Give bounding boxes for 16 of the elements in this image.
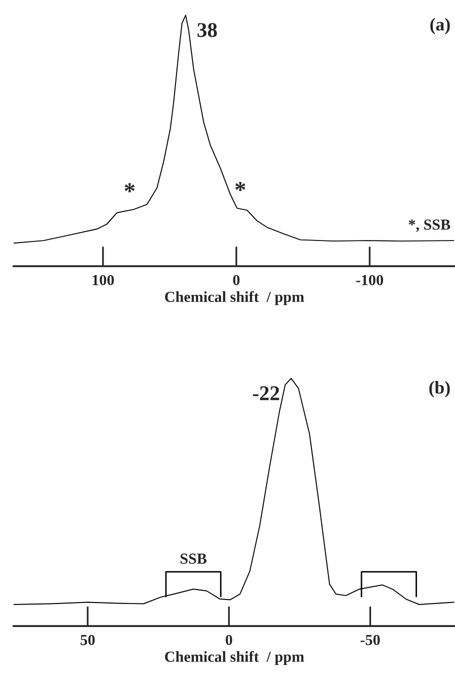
chart-title: (a) — [430, 18, 450, 34]
annotation: * — [124, 183, 135, 192]
annotation: * — [235, 182, 246, 191]
x-tick-label: 50 — [80, 634, 95, 646]
x-tick-label: -50 — [360, 634, 380, 646]
annotation: *, SSB — [408, 220, 450, 232]
x-axis-title: Chemical shift / ppm — [165, 291, 304, 306]
chart-title: (b) — [429, 381, 450, 398]
x-tick-label: -100 — [356, 274, 384, 286]
annotation: 38 — [198, 23, 217, 38]
x-tick-label: 0 — [233, 274, 240, 286]
x-axis-title: Chemical shift / ppm — [165, 651, 304, 666]
annotation: -22 — [253, 386, 280, 400]
x-tick-label: 0 — [226, 634, 232, 646]
x-tick-label: 100 — [92, 274, 114, 286]
annotation: SSB — [180, 554, 207, 564]
